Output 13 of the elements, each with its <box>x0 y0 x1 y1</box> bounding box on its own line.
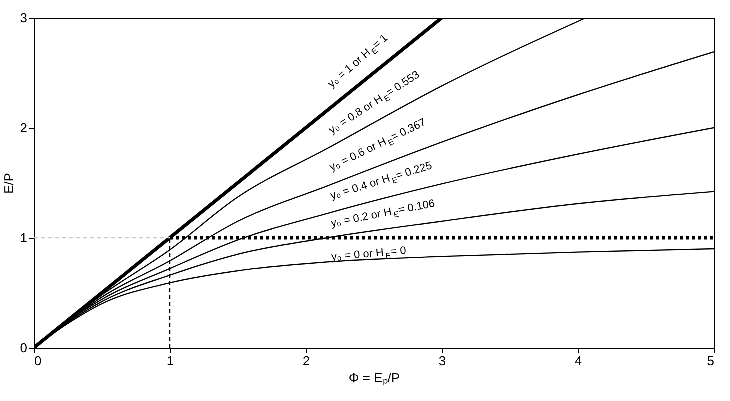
x-tick-label: 4 <box>574 354 582 368</box>
y-tick-label: 3 <box>20 10 28 26</box>
x-tick-label: 0 <box>34 354 42 368</box>
x-tick-label: 2 <box>302 354 310 368</box>
y-tick-label: 2 <box>20 120 28 136</box>
x-tick-label: 3 <box>438 354 446 368</box>
y-tick-label: 0 <box>20 340 28 356</box>
annotation: y₀ = 1 or HE = 1 <box>326 32 390 91</box>
x-axis-title: Φ = Eₚ/P <box>348 370 400 386</box>
x-tick-label: 5 <box>707 354 714 368</box>
y-axis-title: E/P <box>1 173 16 194</box>
x-tick-label: 1 <box>166 354 174 368</box>
y-tick-label: 1 <box>20 230 28 246</box>
